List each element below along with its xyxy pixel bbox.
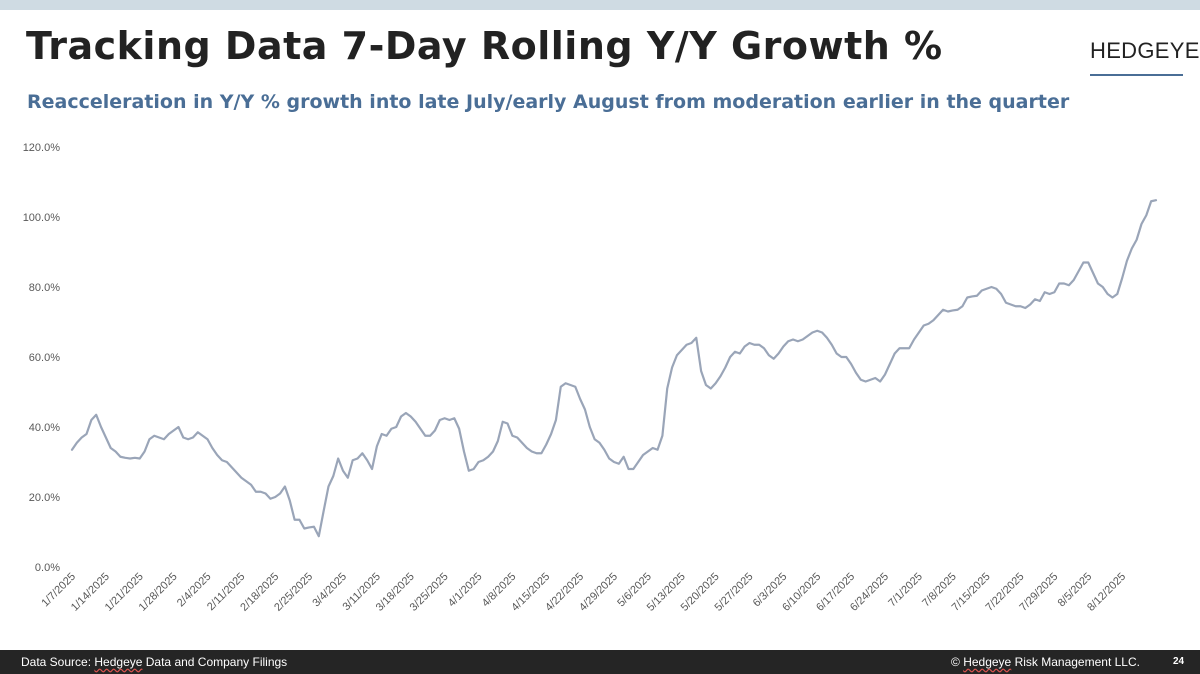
y-tick-label: 40.0% bbox=[29, 422, 60, 434]
y-tick-label: 100.0% bbox=[23, 212, 61, 224]
copyright-company: Hedgeye bbox=[963, 655, 1012, 669]
line-chart: 0.0% 20.0% 40.0% 60.0% 80.0% 100.0% 120.0% 1/7… bbox=[23, 142, 1158, 614]
data-source-company: Hedgeye bbox=[94, 655, 143, 669]
x-tick-label: 4/1/2025 bbox=[446, 571, 485, 610]
top-accent-bar bbox=[0, 0, 1200, 10]
y-axis: 0.0% 20.0% 40.0% 60.0% 80.0% 100.0% 120.0% bbox=[23, 142, 61, 574]
x-axis: 1/7/20251/14/20251/21/20251/28/20252/4/2… bbox=[39, 571, 1128, 614]
data-source: Data Source: Hedgeye Data and Company Fi… bbox=[21, 655, 287, 669]
y-tick-label: 80.0% bbox=[29, 282, 60, 294]
y-tick-label: 20.0% bbox=[29, 492, 60, 504]
series-line bbox=[70, 199, 1158, 538]
logo-text: HEDGEYE bbox=[1090, 38, 1200, 63]
logo-underline bbox=[1090, 74, 1183, 76]
copyright-prefix: © bbox=[951, 655, 964, 669]
page-title: Tracking Data 7-Day Rolling Y/Y Growth % bbox=[26, 24, 943, 68]
data-source-suffix: Data and Company Filings bbox=[142, 655, 288, 669]
data-source-prefix: Data Source: bbox=[21, 655, 95, 669]
y-tick-label: 60.0% bbox=[29, 352, 60, 364]
hedgeye-logo: HEDGEYE bbox=[1090, 38, 1200, 76]
x-tick-label: 7/1/2025 bbox=[886, 571, 925, 610]
page-number: 24 bbox=[1173, 656, 1185, 667]
copyright-suffix: Risk Management LLC. bbox=[1011, 655, 1140, 669]
copyright: © Hedgeye Risk Management LLC. bbox=[951, 655, 1140, 669]
y-tick-label: 0.0% bbox=[35, 562, 60, 574]
series-layer bbox=[70, 199, 1158, 538]
footer-bar: Data Source: Hedgeye Data and Company Fi… bbox=[0, 650, 1200, 674]
page-subtitle: Reacceleration in Y/Y % growth into late… bbox=[27, 91, 1070, 113]
y-tick-label: 120.0% bbox=[23, 142, 61, 154]
